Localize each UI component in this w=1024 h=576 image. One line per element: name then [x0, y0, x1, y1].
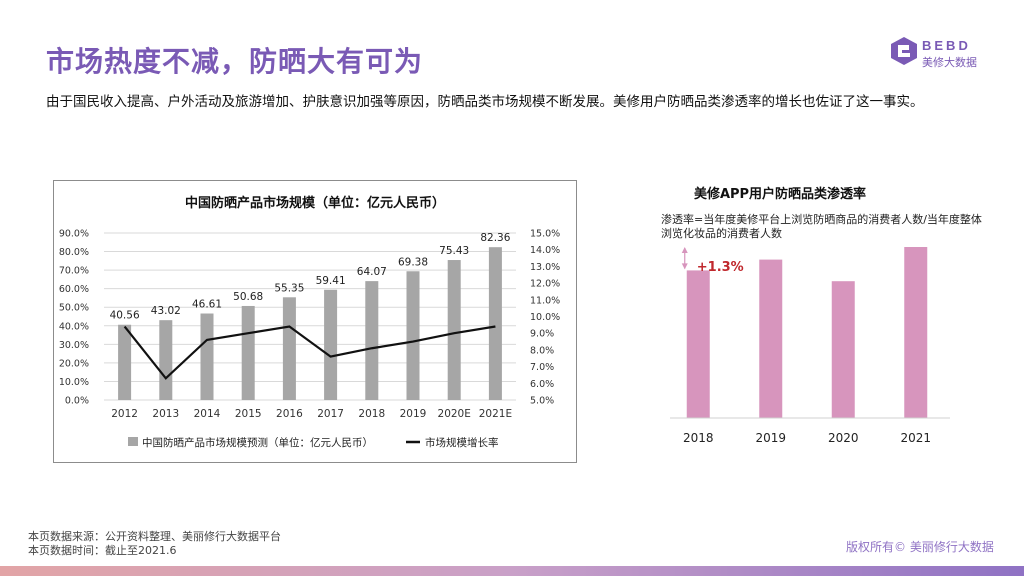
bebd-logo-icon	[891, 37, 917, 65]
left-axis-tick: 90.0%	[59, 229, 89, 240]
left-axis-tick: 50.0%	[59, 303, 89, 314]
x-axis-label: 2019	[400, 408, 427, 420]
legend-line-label: 市场规模增长率	[425, 436, 499, 449]
bar-market-size	[488, 247, 502, 400]
page-subtitle: 由于国民收入提高、户外活动及旅游增加、护肤意识加强等原因，防晒品类市场规模不断发…	[46, 94, 924, 110]
bar-market-size	[447, 260, 461, 400]
bar-market-size	[200, 313, 214, 400]
bar-market-size	[365, 281, 379, 400]
bar-market-size	[282, 297, 296, 400]
legend-bar-label: 中国防晒产品市场规模预测（单位：亿元人民币）	[142, 436, 373, 449]
x-axis-label: 2018	[683, 431, 714, 445]
footer-source-line: 本页数据来源：公开资料整理、美丽修行大数据平台	[28, 530, 281, 543]
right-axis-tick: 14.0%	[530, 245, 560, 256]
legend-bar-swatch	[128, 437, 138, 446]
bar-value-label: 69.38	[398, 256, 428, 268]
x-axis-label: 2017	[317, 408, 344, 420]
x-axis-label: 2021	[900, 431, 931, 445]
footer-time-line: 本页数据时间：截止至2021.6	[28, 544, 177, 557]
bar-value-label: 82.36	[480, 232, 510, 244]
growth-annotation: +1.3%	[697, 260, 744, 275]
right-axis-tick: 15.0%	[530, 229, 560, 240]
growth-rate-line	[123, 325, 496, 380]
bar-market-size	[324, 289, 338, 400]
brand-logo: BEBD 美修大数据	[890, 36, 1000, 72]
right-axis-tick: 13.0%	[530, 262, 560, 273]
right-axis-tick: 6.0%	[530, 379, 554, 390]
x-axis-label: 2015	[235, 408, 262, 420]
bar-market-size	[241, 305, 255, 400]
market-size-chart-panel: 中国防晒产品市场规模（单位：亿元人民币） 0.0% 10.0% 20.0% 30.0% 4…	[53, 180, 577, 463]
bar-value-label: 43.02	[151, 305, 181, 317]
right-axis-tick: 12.0%	[530, 279, 560, 290]
left-axis-tick: 30.0%	[59, 340, 89, 351]
right-axis-tick: 5.0%	[530, 396, 554, 407]
penetration-chart-note: 渗透率=当年度美修平台上浏览防晒商品的消费者人数/当年度整体浏览化妆品的消费者人…	[661, 213, 982, 240]
right-axis-tick: 7.0%	[530, 362, 554, 373]
x-axis-label: 2020	[828, 431, 859, 445]
bar-penetration	[904, 247, 928, 418]
bar-market-size	[406, 271, 420, 400]
annotation-arrow-down	[681, 263, 688, 270]
bar-market-size	[159, 320, 173, 400]
bar-penetration	[759, 259, 783, 418]
footer-copyright: 版权所有© 美丽修行大数据	[846, 540, 994, 554]
left-axis-tick: 10.0%	[59, 377, 89, 388]
x-axis-label: 2018	[358, 408, 385, 420]
market-size-chart: 中国防晒产品市场规模（单位：亿元人民币） 0.0% 10.0% 20.0% 30.0% 4…	[59, 195, 560, 449]
page-title: 市场热度不减，防晒大有可为	[46, 45, 424, 78]
logo-text-en: BEBD	[922, 38, 971, 53]
left-axis-tick: 60.0%	[59, 284, 89, 295]
bar-market-size	[118, 324, 132, 400]
logo-text-cn: 美修大数据	[922, 56, 977, 69]
x-axis-label: 2012	[111, 408, 138, 420]
left-axis-tick: 20.0%	[59, 358, 89, 369]
x-axis-label: 2021E	[479, 408, 512, 420]
bar-value-label: 59.41	[316, 275, 346, 287]
bar-value-label: 75.43	[439, 245, 469, 257]
left-axis-tick: 80.0%	[59, 247, 89, 258]
bar-value-label: 40.56	[110, 310, 140, 322]
bar-value-label: 64.07	[357, 266, 387, 278]
penetration-chart: 2018 2019 2020 2021 +1.3%	[670, 247, 950, 445]
left-axis-tick: 70.0%	[59, 266, 89, 277]
bar-value-label: 55.35	[274, 282, 304, 294]
bar-penetration	[831, 281, 855, 418]
right-axis-tick: 11.0%	[530, 295, 560, 306]
penetration-chart-title: 美修APP用户防晒品类渗透率	[693, 187, 867, 202]
chart-title: 中国防晒产品市场规模（单位：亿元人民币）	[185, 195, 445, 211]
bar-value-label: 50.68	[233, 291, 263, 303]
right-axis-tick: 8.0%	[530, 345, 554, 356]
bar-penetration	[686, 270, 710, 418]
x-axis-label: 2013	[152, 408, 179, 420]
x-axis-label: 2019	[755, 431, 786, 445]
x-axis-label: 2014	[194, 408, 221, 420]
footer-source: 本页数据来源：公开资料整理、美丽修行大数据平台 本页数据时间：截止至2021.6	[28, 530, 281, 558]
annotation-arrow-up	[681, 247, 688, 253]
bottom-gradient-bar	[0, 566, 1024, 576]
bar-value-label: 46.61	[192, 299, 222, 311]
right-axis-tick: 10.0%	[530, 312, 560, 323]
right-axis-tick: 9.0%	[530, 329, 554, 340]
left-axis-tick: 0.0%	[65, 396, 89, 407]
x-axis-label: 2016	[276, 408, 303, 420]
x-axis-label: 2020E	[438, 408, 471, 420]
left-axis-tick: 40.0%	[59, 321, 89, 332]
